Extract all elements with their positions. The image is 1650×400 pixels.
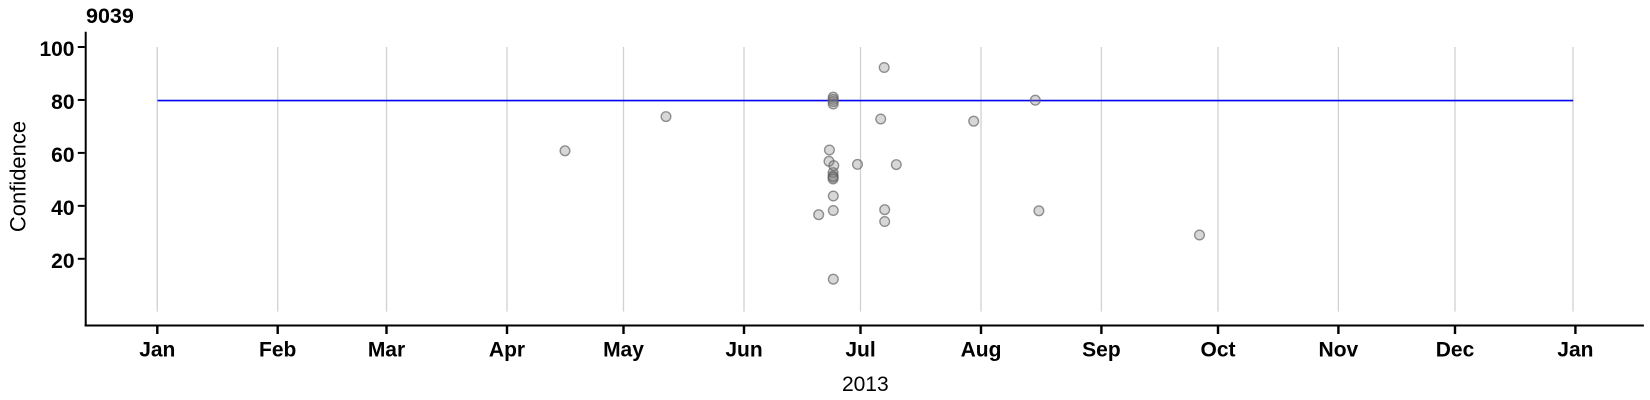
svg-text:Nov: Nov <box>1319 339 1359 362</box>
svg-text:Jun: Jun <box>725 339 762 362</box>
svg-text:Mar: Mar <box>368 339 405 362</box>
svg-text:Aug: Aug <box>961 339 1002 362</box>
svg-text:9039: 9039 <box>86 4 134 28</box>
svg-text:Jul: Jul <box>845 339 875 362</box>
svg-text:20: 20 <box>51 250 74 273</box>
svg-text:40: 40 <box>51 197 74 220</box>
svg-text:80: 80 <box>51 91 74 114</box>
svg-text:Feb: Feb <box>259 339 296 362</box>
svg-text:Oct: Oct <box>1200 339 1235 362</box>
svg-text:Apr: Apr <box>489 339 525 362</box>
svg-text:Dec: Dec <box>1436 339 1475 362</box>
svg-text:Jan: Jan <box>1557 339 1593 362</box>
svg-text:May: May <box>603 339 644 362</box>
svg-text:60: 60 <box>51 144 74 167</box>
svg-text:100: 100 <box>39 38 74 61</box>
svg-text:Sep: Sep <box>1082 339 1121 362</box>
svg-text:Confidence: Confidence <box>6 121 31 232</box>
svg-text:Jan: Jan <box>139 339 175 362</box>
svg-text:2013: 2013 <box>842 373 889 396</box>
